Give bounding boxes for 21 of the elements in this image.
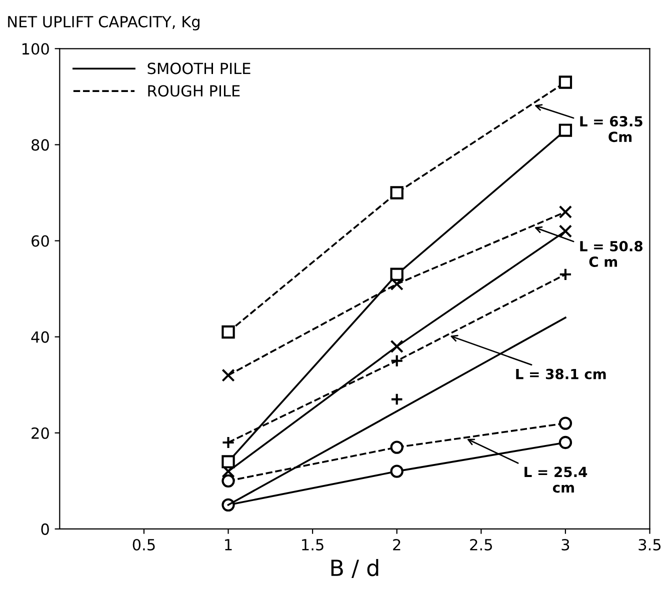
y-tick-label: 80 bbox=[32, 139, 49, 151]
y-tick-label: 20 bbox=[32, 427, 49, 439]
x-tick-label: 1.5 bbox=[302, 539, 324, 551]
x-tick-label: 1 bbox=[225, 539, 232, 550]
y-axis-title: NET UPLIFT CAPACITY, Kg bbox=[8, 16, 200, 30]
y-tick-label: 60 bbox=[32, 235, 49, 247]
x-axis-title: B / d bbox=[331, 559, 378, 578]
y-tick-label: 100 bbox=[22, 43, 49, 55]
legend-label: SMOOTH PILE bbox=[148, 62, 250, 74]
legend-label: ROUGH PILE bbox=[148, 85, 240, 97]
x-tick-label: 2.5 bbox=[470, 538, 492, 551]
x-tick-label: 3 bbox=[562, 538, 570, 551]
annotation: L = 50.8 C m bbox=[580, 240, 642, 267]
x-tick-label: 0.5 bbox=[132, 538, 155, 551]
y-tick-label: 0 bbox=[41, 523, 49, 535]
y-tick-label: 40 bbox=[31, 331, 49, 343]
x-tick-label: 2 bbox=[393, 538, 400, 550]
x-tick-label: 3.5 bbox=[638, 538, 661, 551]
annotation: L = 63.5 Cm bbox=[580, 116, 642, 142]
annotation: L = 25.4 cm bbox=[524, 466, 588, 493]
annotation: L = 38.1 cm bbox=[516, 368, 606, 380]
